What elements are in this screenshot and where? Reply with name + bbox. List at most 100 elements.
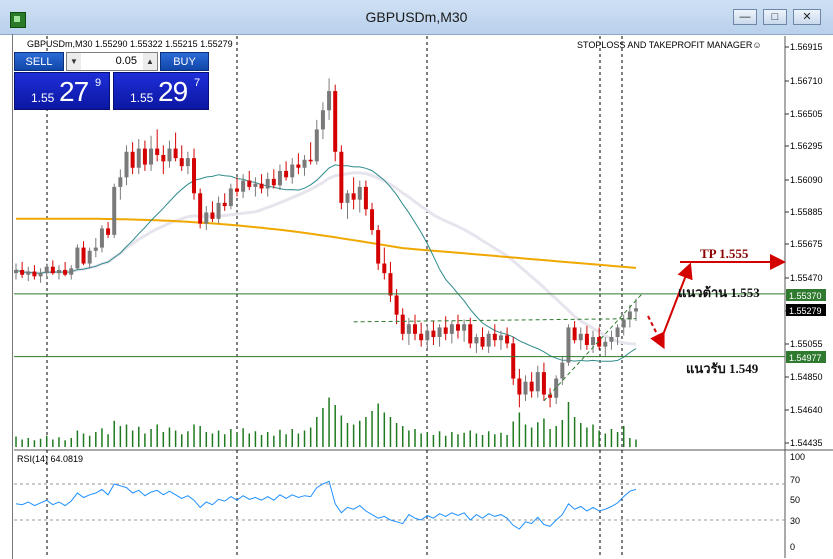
candle-body [87,250,92,264]
candle-body [541,372,546,395]
candle-body [517,378,522,395]
rsi-label: RSI(14) 64.0819 [17,454,83,464]
candle-body [363,186,368,210]
candle-body [63,269,68,275]
pullback-arrow [647,315,665,350]
buy-price-point: 7 [194,77,201,89]
candle-body [271,178,276,186]
candle-body [75,247,80,269]
candle-body [290,164,295,178]
candle-body [523,381,528,395]
candle-body [179,158,184,167]
candle-body [106,228,111,235]
candle-body [615,327,620,338]
candle-body [357,186,362,200]
candle-body [388,273,393,296]
current-price-tag-bg [786,304,826,316]
buy-button[interactable]: BUY [160,52,209,71]
rsi-tick-label: 70 [790,475,800,485]
price-tick-label: 1.55885 [790,207,823,217]
buy-price-box[interactable]: 1.55 29 7 [113,72,209,110]
candle-body [627,311,632,320]
one-click-trading-panel: SELL ▼ 0.05 ▲ BUY 1.55 27 9 1.55 29 7 [14,52,209,112]
lot-size-field[interactable]: ▼ 0.05 ▲ [66,52,158,71]
candle-body [173,148,178,159]
candle-body [142,148,147,165]
candle-body [161,154,166,162]
lot-decrease-icon[interactable]: ▼ [67,53,81,70]
candle-body [486,333,491,347]
candle-body [584,333,589,345]
price-tick-label: 1.56090 [790,175,823,185]
candle-body [634,308,638,312]
candle-body [241,180,246,192]
price-tick-label: 1.56505 [790,109,823,119]
rsi-tick-label: 0 [790,542,795,552]
window-title: GBPUSDm,M30 [365,9,468,25]
candle-body [505,335,510,344]
candle-body [124,151,129,178]
candle-body [192,158,197,194]
rsi-tick-label: 30 [790,516,800,526]
candle-body [32,271,37,277]
candle-body [591,337,596,345]
chart-frame [12,34,833,559]
buy-price-prefix: 1.55 [130,91,154,105]
candle-body [259,183,264,189]
price-tick-label: 1.54640 [790,405,823,415]
candle-body [400,314,405,334]
ma-long-line [16,217,637,269]
candle-body [345,193,350,203]
ma-short-line [15,164,637,362]
candle-body [118,177,123,187]
candle-body [498,335,503,341]
candle-body [492,333,497,341]
candle-body [296,164,301,168]
price-tick-label: 1.55055 [790,339,823,349]
lot-increase-icon[interactable]: ▲ [143,53,157,70]
candle-body [480,337,485,347]
candle-body [69,268,74,275]
candle-body [511,343,516,379]
candle-body [621,319,626,328]
candle-body [339,151,344,203]
candle-body [155,148,160,155]
candle-body [431,330,436,338]
buy-price-big: 29 [158,76,188,107]
candle-body [419,333,424,341]
candle-body [370,209,375,231]
candle-body [327,91,332,111]
maximize-button[interactable]: □ [763,9,787,25]
resistance-annotation: แนวต้าน 1.553 [678,285,760,300]
candle-body [112,186,117,235]
candle-body [284,170,289,178]
triangle-upper-trendline [353,318,637,323]
candle-body [394,295,399,315]
chart-info-label: GBPUSDm,M30 1.55290 1.55322 1.55215 1.55… [27,39,233,49]
lot-size-value[interactable]: 0.05 [115,55,137,67]
candle-body [382,263,387,274]
candle-body [277,170,282,186]
minimize-button[interactable]: — [733,9,757,25]
sell-price-big: 27 [59,76,89,107]
price-tick-label: 1.56710 [790,76,823,86]
sell-price-box[interactable]: 1.55 27 9 [14,72,110,110]
candle-body [609,337,614,342]
support-price-tag: 1.54977 [789,353,822,363]
sell-button[interactable]: SELL [14,52,64,71]
candle-body [351,193,356,200]
candle-body [130,151,135,168]
candle-body [413,324,418,334]
close-button[interactable]: ✕ [793,9,821,25]
chart-window-icon [10,12,26,28]
candle-body [314,129,319,162]
window-titlebar: GBPUSDm,M30 — □ ✕ [0,0,833,35]
sell-price-prefix: 1.55 [31,91,55,105]
candle-body [333,91,338,152]
candle-body [535,372,540,392]
price-tick-label: 1.56915 [790,42,823,52]
candle-body [38,273,43,277]
tp-annotation: TP 1.555 [700,246,749,261]
price-tick-label: 1.56295 [790,141,823,151]
